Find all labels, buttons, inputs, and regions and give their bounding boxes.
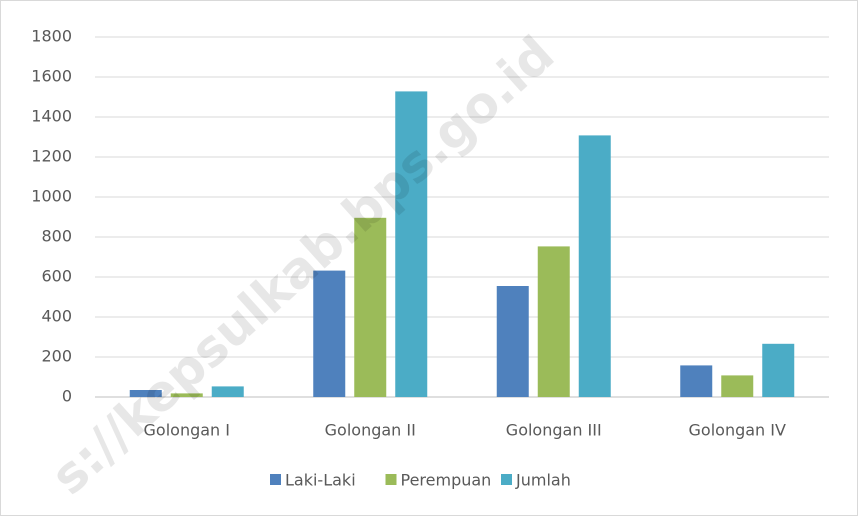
bar <box>395 91 428 398</box>
bar <box>680 365 713 397</box>
x-tick-label: Golongan III <box>506 421 602 440</box>
y-tick-label: 600 <box>41 267 72 286</box>
bar <box>170 393 203 397</box>
bar <box>313 270 346 397</box>
y-tick-label: 800 <box>41 227 72 246</box>
bar <box>721 375 754 397</box>
x-tick-label: Golongan II <box>325 421 416 440</box>
legend-label: Jumlah <box>515 471 571 490</box>
x-tick-label: Golongan I <box>144 421 230 440</box>
bar <box>354 217 387 397</box>
bar <box>129 390 162 397</box>
y-tick-label: 200 <box>41 347 72 366</box>
y-tick-label: 1400 <box>31 107 72 126</box>
bar <box>211 386 244 397</box>
bar <box>496 286 529 397</box>
x-tick-label: Golongan IV <box>689 421 786 440</box>
legend-swatch <box>385 474 397 485</box>
y-tick-label: 1200 <box>31 147 72 166</box>
bar <box>578 135 611 397</box>
bar <box>762 343 795 397</box>
y-tick-label: 400 <box>41 307 72 326</box>
legend-swatch <box>270 474 281 485</box>
legend-label: Laki-Laki <box>285 471 356 490</box>
legend-swatch <box>501 474 512 485</box>
y-tick-label: 0 <box>62 387 72 406</box>
plot-area: 0 200 400 600 800 1000 1200 1400 1600 1800 Golonga… <box>31 27 829 490</box>
y-tick-label: 1600 <box>31 67 72 86</box>
legend-label: Perempuan <box>401 471 492 490</box>
y-tick-label: 1000 <box>31 187 72 206</box>
y-tick-label: 1800 <box>31 27 72 46</box>
bar <box>537 246 570 397</box>
